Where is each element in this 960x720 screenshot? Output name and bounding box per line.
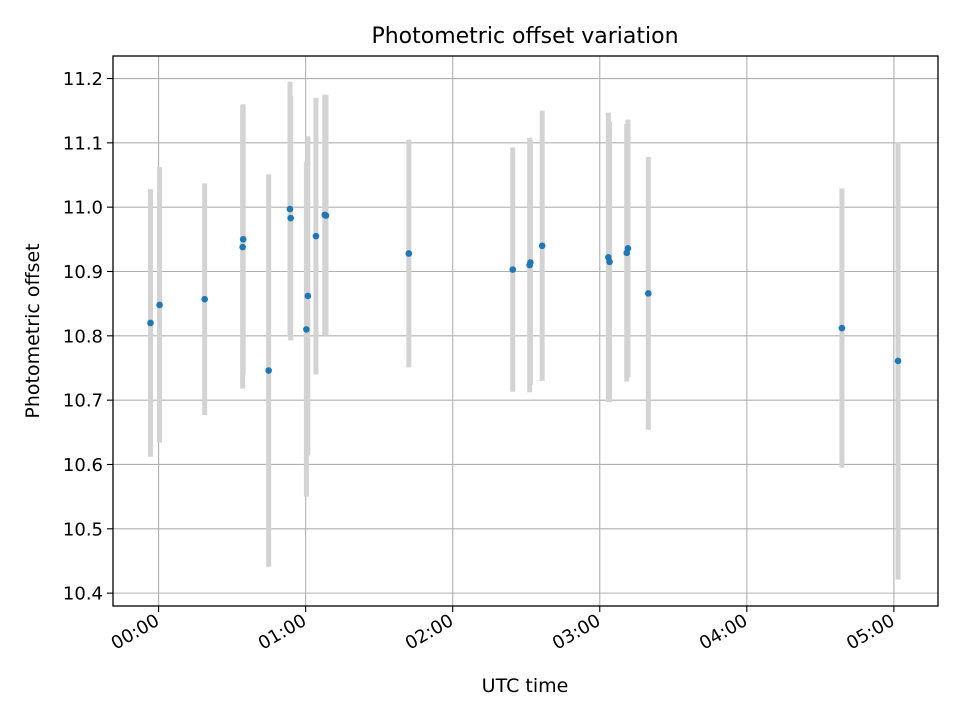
data-point <box>304 292 312 300</box>
data-point <box>312 232 320 240</box>
data-point <box>303 326 310 333</box>
y-tick-label: 11.0 <box>63 198 103 219</box>
y-tick-label: 11.1 <box>63 133 103 154</box>
data-point <box>201 295 208 303</box>
grid <box>113 56 938 606</box>
data-point <box>644 290 652 297</box>
data-point <box>239 236 247 243</box>
data-point <box>265 367 272 374</box>
data-point <box>509 266 517 273</box>
y-tick-label: 10.6 <box>63 455 103 476</box>
data-point <box>838 324 846 332</box>
data-point <box>286 205 294 213</box>
data-point <box>606 258 613 266</box>
data-points <box>147 205 902 374</box>
data-point <box>405 250 413 257</box>
data-point <box>527 259 534 266</box>
y-tick-label: 11.2 <box>63 69 103 90</box>
data-point <box>538 242 546 250</box>
y-axis: 10.4 10.5 10.6 10.7 10.8 10.9 11.0 11.1 11.2 <box>63 69 113 605</box>
data-point <box>624 245 632 252</box>
y-axis-label: Photometric offset <box>22 243 44 418</box>
plot-area <box>113 56 938 606</box>
y-tick-label: 10.5 <box>63 519 103 540</box>
chart-title: Photometric offset variation <box>371 24 678 49</box>
y-tick-label: 10.4 <box>63 584 103 605</box>
data-point <box>894 357 902 365</box>
data-point <box>322 212 330 219</box>
y-tick-label: 10.9 <box>63 262 103 283</box>
plot-frame <box>112 55 939 607</box>
data-point <box>156 301 163 309</box>
y-tick-label: 10.8 <box>63 326 103 347</box>
data-point <box>239 243 246 251</box>
data-point <box>147 319 154 327</box>
y-tick-label: 10.7 <box>63 391 103 412</box>
data-point <box>287 214 294 222</box>
x-axis-label: UTC time <box>482 675 569 697</box>
